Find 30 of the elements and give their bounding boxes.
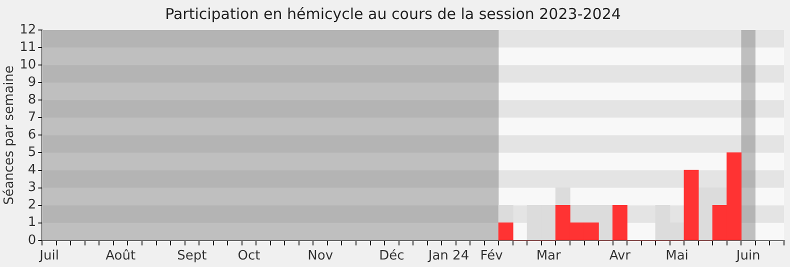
bar (684, 170, 699, 240)
y-tick-label: 0 (28, 232, 36, 248)
x-tick-label: Août (106, 248, 136, 264)
x-tick-label: Juin (735, 248, 760, 264)
x-tick-label: Juil (38, 248, 59, 264)
bar (612, 205, 628, 240)
y-tick-label: 8 (28, 92, 36, 108)
x-tick-label: Avr (609, 248, 632, 264)
y-axis-title: Séances par semaine (2, 65, 18, 205)
y-tick-label: 4 (28, 162, 36, 178)
y-tick-label: 3 (28, 180, 36, 196)
y-tick-label: 5 (28, 145, 36, 160)
x-tick-label: Mai (666, 248, 688, 264)
x-tick-label: Nov (308, 248, 334, 264)
x-tick-label: Déc (379, 248, 404, 264)
y-tick-label: 1 (28, 215, 36, 230)
x-tick-label: Oct (238, 248, 260, 264)
x-tick-label: Mar (536, 248, 562, 264)
chart-title: Participation en hémicycle au cours de la session 2023-2024 (165, 4, 621, 23)
y-tick-label: 7 (28, 110, 36, 126)
y-tick-label: 6 (28, 128, 36, 143)
y-tick-label: 11 (20, 40, 36, 55)
bar (498, 222, 514, 240)
y-tick-label: 10 (20, 57, 36, 72)
x-tick-label: Jan 24 (427, 248, 470, 264)
y-tick-label: 12 (20, 22, 36, 38)
y-tick-label: 9 (28, 74, 36, 90)
x-tick-label: Fév (480, 248, 504, 264)
y-tick-label: 2 (28, 198, 36, 213)
x-tick-label: Sept (177, 248, 207, 264)
